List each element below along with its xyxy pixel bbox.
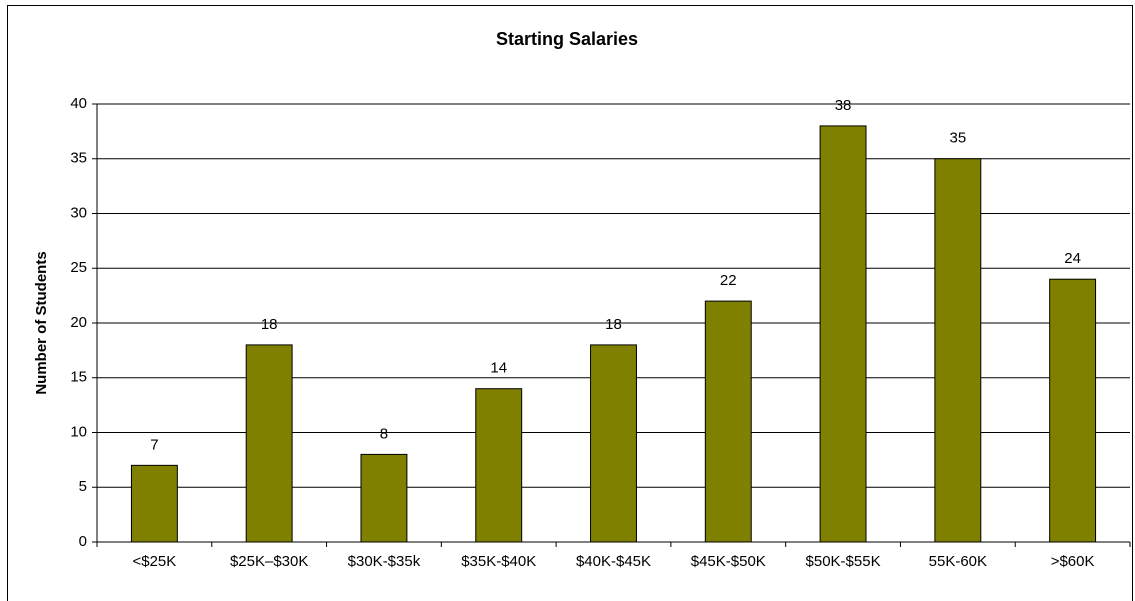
x-tick-label: $50K-$55K — [806, 553, 881, 570]
y-axis-label: Number of Students — [33, 251, 50, 394]
bar — [704, 300, 752, 543]
bar — [934, 158, 982, 543]
data-label: 22 — [720, 272, 737, 289]
data-label: 7 — [150, 436, 158, 453]
chart-title: Starting Salaries — [496, 29, 638, 49]
bar — [130, 464, 178, 543]
x-tick-label: <$25K — [132, 553, 176, 570]
bar — [475, 388, 523, 543]
x-tick-label: $25K–$30K — [230, 553, 308, 570]
bar — [590, 344, 637, 543]
data-label: 14 — [490, 360, 507, 377]
x-tick-label: $30K-$35k — [348, 553, 421, 570]
data-label: 8 — [380, 425, 388, 442]
y-tick-label: 35 — [70, 150, 87, 167]
y-tick-label: 40 — [70, 95, 87, 112]
bar — [1049, 278, 1097, 543]
data-label: 38 — [835, 97, 852, 114]
x-tick-label: >$60K — [1051, 553, 1095, 570]
y-tick-label: 30 — [70, 204, 87, 221]
x-tick-label: $45K-$50K — [691, 553, 766, 570]
x-tick-label: 55K-60K — [929, 553, 987, 570]
x-tick-label: $40K-$45K — [576, 553, 651, 570]
y-tick-label: 5 — [79, 478, 87, 495]
data-label: 18 — [261, 316, 278, 333]
y-tick-label: 15 — [70, 369, 87, 386]
data-label: 35 — [949, 130, 966, 147]
bar — [819, 125, 867, 543]
data-label: 24 — [1064, 250, 1081, 267]
y-tick-label: 20 — [70, 314, 87, 331]
bar — [245, 344, 293, 543]
y-tick-label: 0 — [79, 533, 87, 550]
x-tick-label: $35K-$40K — [461, 553, 536, 570]
data-label: 18 — [605, 316, 622, 333]
bar — [360, 453, 408, 543]
y-tick-label: 25 — [70, 259, 87, 276]
y-tick-label: 10 — [70, 423, 87, 440]
